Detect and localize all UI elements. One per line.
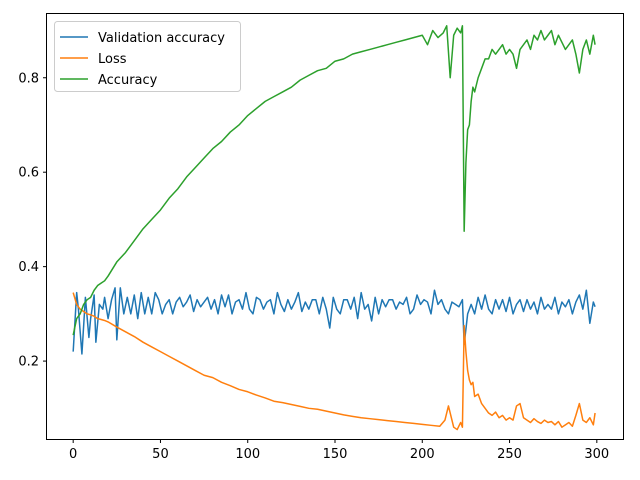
legend-label-loss: Loss	[98, 52, 127, 67]
x-tick-label: 0	[69, 447, 77, 462]
legend-box	[54, 21, 241, 92]
legend: Validation accuracy Loss Accuracy	[54, 21, 241, 92]
series-layer	[72, 25, 596, 431]
x-axis: 0 50 100 150 200 250 300	[69, 439, 609, 462]
y-tick-label: 0.8	[18, 71, 39, 86]
legend-label-accuracy: Accuracy	[98, 73, 158, 88]
y-tick-label: 0.2	[18, 355, 39, 370]
y-tick-label: 0.4	[18, 260, 39, 275]
x-tick-label: 150	[323, 447, 348, 462]
x-tick-label: 200	[410, 447, 435, 462]
x-tick-label: 100	[235, 447, 260, 462]
series-line-accuracy	[72, 25, 596, 336]
series-line-validation-accuracy	[72, 287, 596, 355]
series-line-loss	[72, 292, 596, 431]
x-tick-label: 300	[584, 447, 609, 462]
y-tick-label: 0.6	[18, 166, 39, 181]
y-axis: 0.2 0.4 0.6 0.8	[18, 71, 47, 370]
x-tick-label: 50	[152, 447, 169, 462]
x-tick-label: 250	[497, 447, 522, 462]
legend-label-validation-accuracy: Validation accuracy	[98, 31, 225, 46]
